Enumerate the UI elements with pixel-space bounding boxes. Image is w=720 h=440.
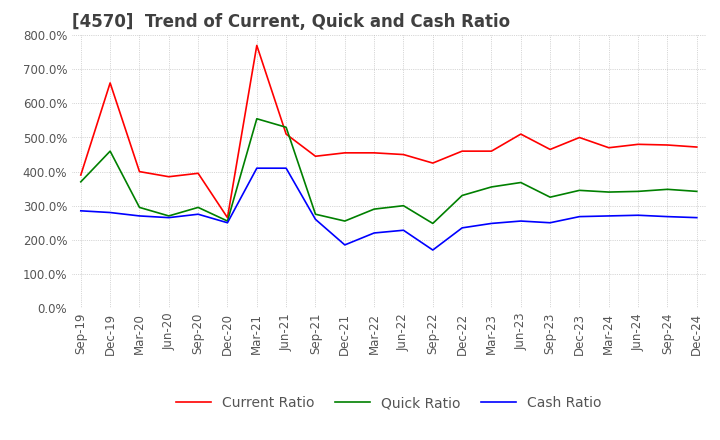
Current Ratio: [663, 143, 672, 148]
Cash Ratio: [605, 213, 613, 219]
Current Ratio: [135, 169, 144, 174]
Cash Ratio: [106, 210, 114, 215]
Cash Ratio: [282, 165, 290, 171]
Current Ratio: [634, 142, 642, 147]
Legend: Current Ratio, Quick Ratio, Cash Ratio: Current Ratio, Quick Ratio, Cash Ratio: [171, 391, 607, 416]
Cash Ratio: [428, 247, 437, 253]
Quick Ratio: [546, 194, 554, 200]
Quick Ratio: [253, 116, 261, 121]
Current Ratio: [458, 149, 467, 154]
Quick Ratio: [575, 188, 584, 193]
Current Ratio: [370, 150, 379, 155]
Current Ratio: [487, 149, 496, 154]
Quick Ratio: [135, 205, 144, 210]
Quick Ratio: [663, 187, 672, 192]
Current Ratio: [164, 174, 173, 180]
Quick Ratio: [194, 205, 202, 210]
Quick Ratio: [458, 193, 467, 198]
Quick Ratio: [106, 149, 114, 154]
Cash Ratio: [546, 220, 554, 225]
Current Ratio: [399, 152, 408, 157]
Line: Quick Ratio: Quick Ratio: [81, 119, 697, 224]
Quick Ratio: [693, 189, 701, 194]
Cash Ratio: [487, 221, 496, 226]
Cash Ratio: [575, 214, 584, 219]
Quick Ratio: [370, 206, 379, 212]
Cash Ratio: [634, 213, 642, 218]
Quick Ratio: [487, 184, 496, 190]
Cash Ratio: [458, 225, 467, 231]
Cash Ratio: [399, 227, 408, 233]
Current Ratio: [311, 154, 320, 159]
Current Ratio: [106, 80, 114, 85]
Current Ratio: [253, 43, 261, 48]
Current Ratio: [223, 215, 232, 220]
Cash Ratio: [76, 208, 85, 213]
Quick Ratio: [76, 179, 85, 184]
Current Ratio: [575, 135, 584, 140]
Cash Ratio: [164, 215, 173, 220]
Quick Ratio: [399, 203, 408, 209]
Quick Ratio: [164, 213, 173, 219]
Current Ratio: [194, 171, 202, 176]
Cash Ratio: [253, 165, 261, 171]
Line: Cash Ratio: Cash Ratio: [81, 168, 697, 250]
Cash Ratio: [370, 230, 379, 235]
Cash Ratio: [223, 220, 232, 225]
Cash Ratio: [341, 242, 349, 248]
Current Ratio: [428, 161, 437, 166]
Quick Ratio: [605, 189, 613, 194]
Cash Ratio: [311, 216, 320, 222]
Current Ratio: [76, 172, 85, 178]
Current Ratio: [516, 132, 525, 137]
Current Ratio: [605, 145, 613, 150]
Current Ratio: [693, 144, 701, 150]
Current Ratio: [282, 132, 290, 137]
Quick Ratio: [223, 218, 232, 224]
Cash Ratio: [693, 215, 701, 220]
Current Ratio: [341, 150, 349, 155]
Current Ratio: [546, 147, 554, 152]
Cash Ratio: [135, 213, 144, 219]
Text: [4570]  Trend of Current, Quick and Cash Ratio: [4570] Trend of Current, Quick and Cash …: [72, 13, 510, 31]
Line: Current Ratio: Current Ratio: [81, 45, 697, 218]
Quick Ratio: [516, 180, 525, 185]
Quick Ratio: [282, 125, 290, 130]
Quick Ratio: [428, 221, 437, 226]
Cash Ratio: [663, 214, 672, 219]
Quick Ratio: [311, 212, 320, 217]
Cash Ratio: [516, 218, 525, 224]
Quick Ratio: [634, 189, 642, 194]
Quick Ratio: [341, 218, 349, 224]
Cash Ratio: [194, 212, 202, 217]
